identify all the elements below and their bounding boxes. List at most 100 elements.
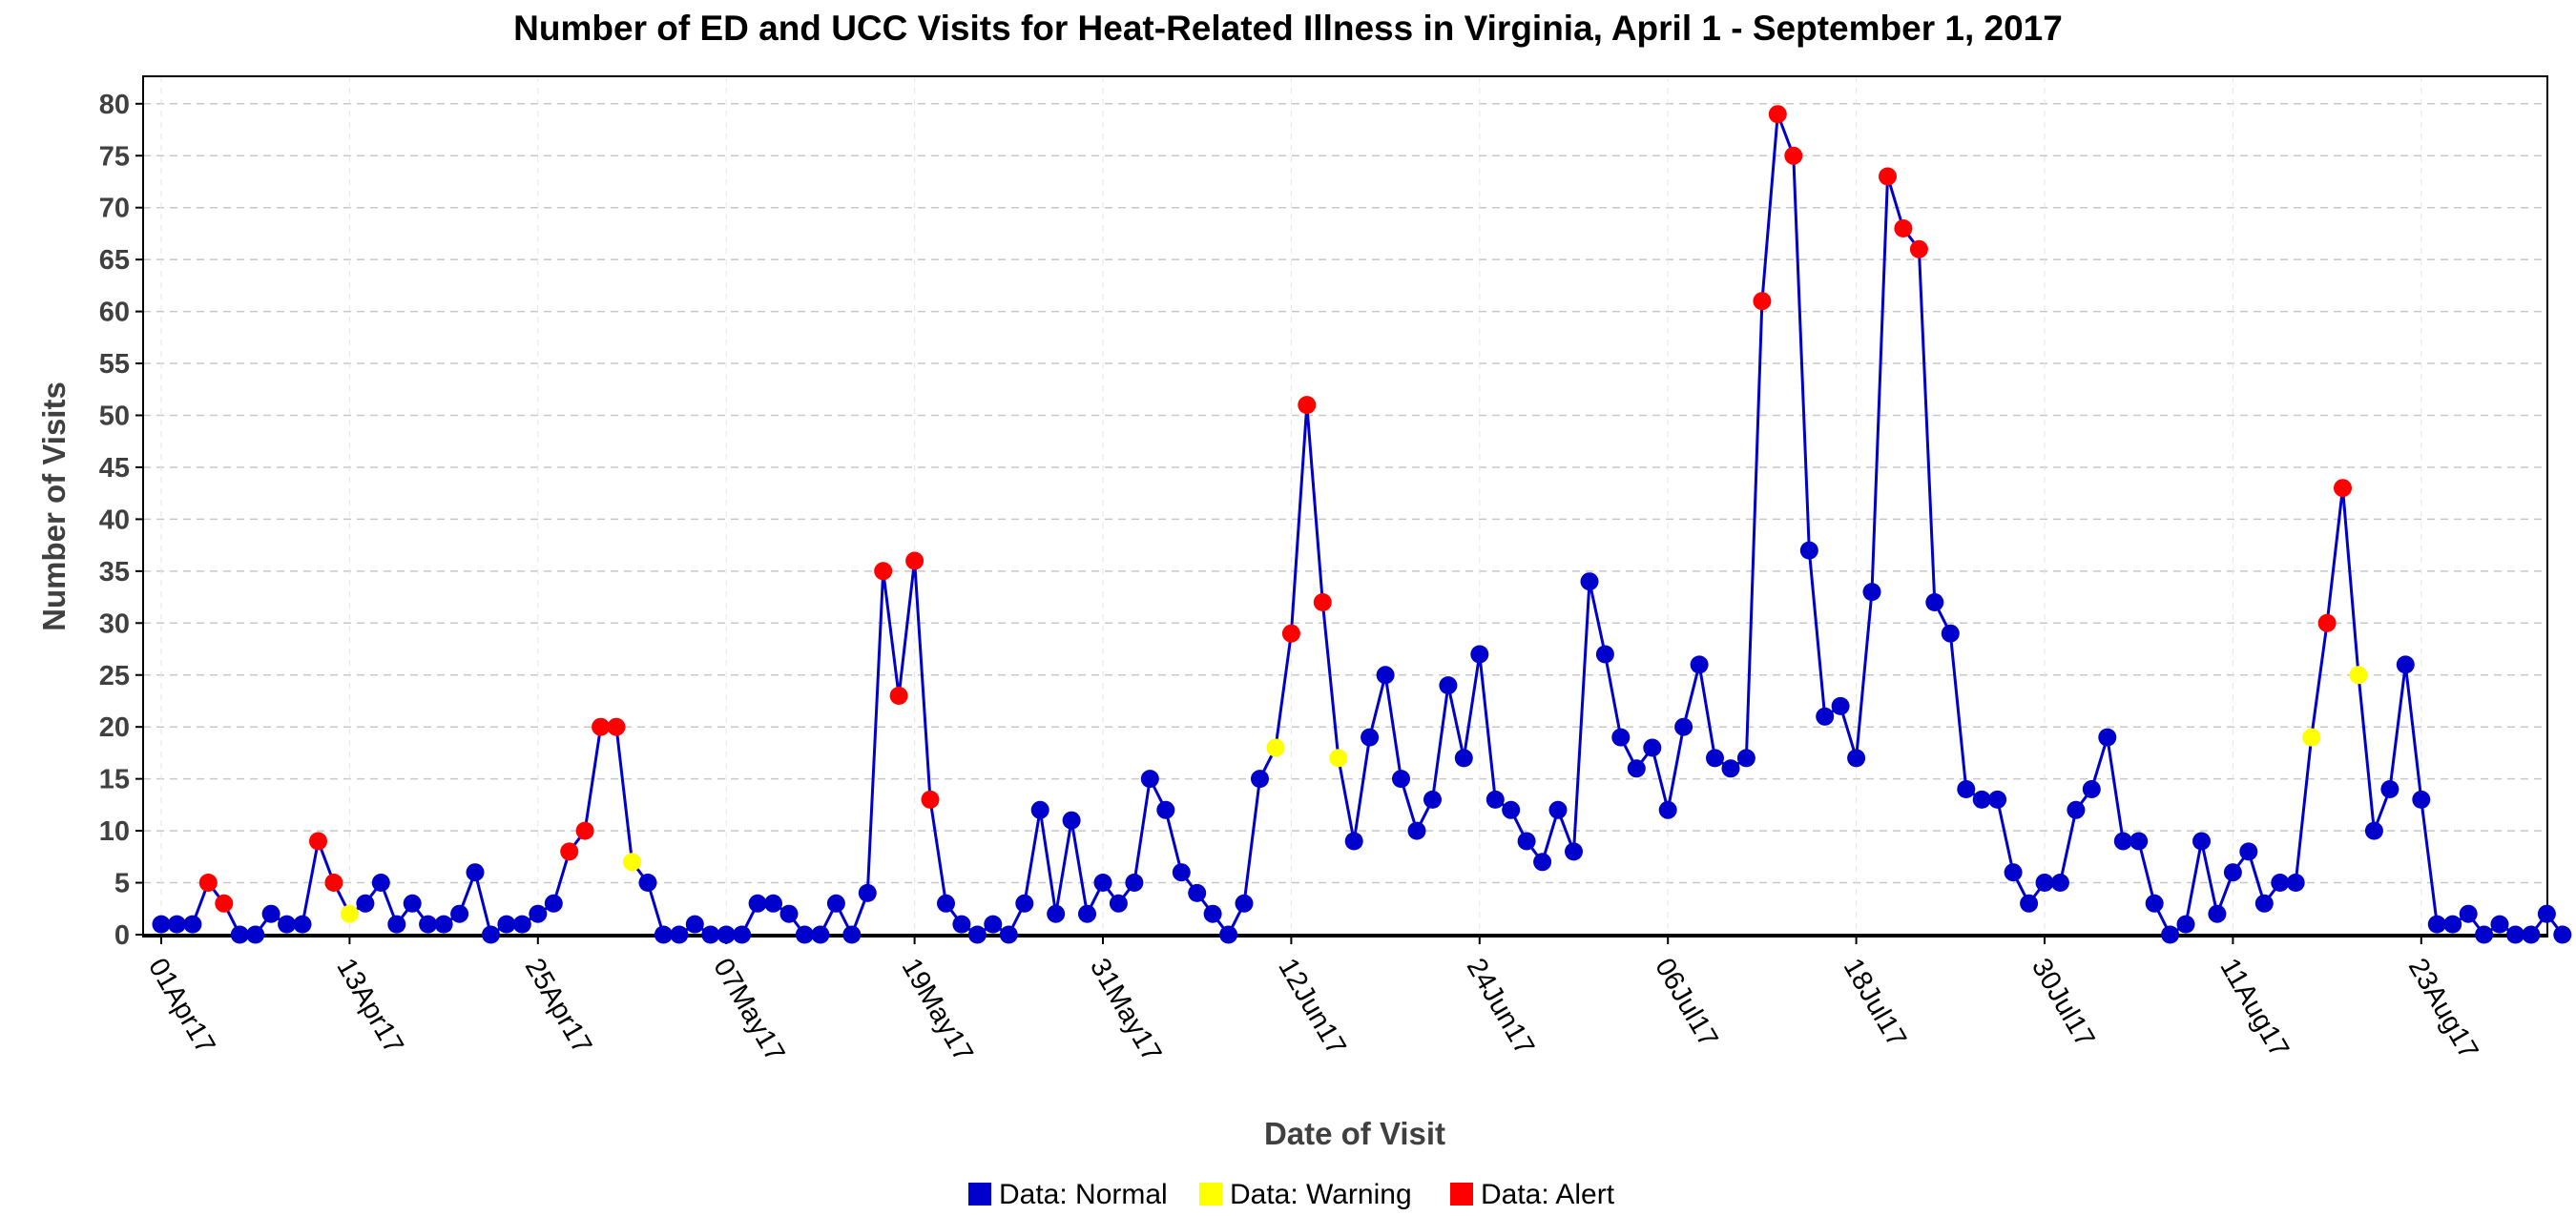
data-point [2050, 874, 2069, 892]
data-point [1988, 790, 2007, 809]
legend-label: Data: Alert [1481, 1179, 1615, 1210]
y-tick-label: 40 [99, 505, 130, 535]
data-point [2098, 728, 2117, 747]
data-point [2067, 800, 2086, 819]
data-point [1203, 904, 1222, 923]
data-point [1454, 749, 1473, 768]
data-point [1565, 842, 1583, 861]
data-point [717, 925, 736, 944]
data-point [2239, 842, 2258, 861]
data-point [403, 894, 422, 913]
data-point [340, 904, 359, 923]
data-point [2020, 894, 2039, 913]
data-point [450, 904, 469, 923]
data-point [2443, 915, 2462, 934]
data-point [2506, 925, 2524, 944]
data-point [1706, 749, 1724, 768]
data-point [371, 874, 390, 892]
data-point [1502, 800, 1521, 819]
data-point [1517, 832, 1536, 851]
data-point [1784, 146, 1803, 165]
data-point [1078, 904, 1096, 923]
series-line [161, 113, 2564, 938]
data-point [1925, 593, 1944, 611]
data-point [1219, 925, 1238, 944]
data-point [1235, 894, 1254, 913]
data-point [967, 925, 987, 944]
data-point [2176, 915, 2195, 934]
data-point [215, 894, 234, 913]
data-point [1941, 624, 1960, 643]
legend-label: Data: Warning [1230, 1179, 1412, 1210]
data-point [1062, 811, 1081, 830]
data-point [1376, 666, 1395, 685]
data-point [1329, 749, 1348, 768]
data-point [1030, 800, 1049, 819]
data-point [937, 894, 955, 913]
data-point [638, 874, 657, 892]
data-point [434, 915, 453, 934]
data-point [1344, 832, 1363, 851]
data-point [1768, 105, 1787, 124]
data-point [2271, 874, 2290, 892]
data-point [1972, 790, 1991, 809]
y-tick-label: 5 [114, 869, 130, 899]
data-point [811, 925, 830, 944]
data-point [2459, 904, 2478, 923]
data-point [2396, 655, 2415, 674]
data-point [246, 925, 265, 944]
y-tick-label: 35 [99, 557, 130, 587]
data-point [466, 863, 485, 882]
legend-item-alert: Data: Alert [1450, 1179, 1615, 1210]
data-point [1188, 883, 1207, 902]
data-point [387, 915, 406, 934]
plot-frame [142, 75, 2548, 938]
data-point [1643, 738, 1662, 757]
data-point [701, 925, 720, 944]
data-point [2349, 666, 2368, 685]
data-point [293, 915, 312, 934]
data-point [1140, 770, 1159, 789]
data-point [826, 894, 845, 913]
y-tick-label: 60 [99, 298, 130, 328]
data-point [952, 915, 971, 934]
y-tick-label: 25 [99, 661, 130, 691]
legend-swatch [1199, 1183, 1222, 1206]
gridlines [143, 76, 2547, 937]
y-axis-ticks: 0 5 10 15 20 25 30 35 40 45 50 55 60 65 70 75 80 [99, 90, 143, 951]
y-tick-label: 65 [99, 245, 130, 276]
data-point [1658, 800, 1677, 819]
y-tick-label: 10 [99, 816, 130, 847]
data-point [2317, 613, 2337, 632]
data-point [497, 915, 516, 934]
data-point [670, 925, 689, 944]
data-point [748, 894, 767, 913]
y-tick-label: 30 [99, 608, 130, 639]
data-point [512, 915, 531, 934]
data-point [2364, 821, 2383, 840]
data-point [1862, 583, 1881, 602]
data-point [419, 915, 438, 934]
data-point [2380, 780, 2399, 798]
y-tick-label: 80 [99, 90, 130, 120]
legend: Data: Normal Data: Warning Data: Alert [968, 1179, 1615, 1210]
data-point [592, 717, 611, 736]
legend-item-warning: Data: Warning [1199, 1179, 1412, 1210]
data-point [2004, 863, 2023, 882]
data-point [183, 915, 202, 934]
legend-swatch [1450, 1183, 1473, 1206]
data-point [1611, 728, 1631, 747]
y-tick-label: 70 [99, 194, 130, 224]
data-point [795, 925, 814, 944]
data-point [1281, 624, 1300, 643]
data-point [1093, 874, 1112, 892]
data-point [2427, 915, 2446, 934]
data-point [544, 894, 563, 913]
data-point [324, 874, 343, 892]
data-point [858, 883, 877, 902]
data-point [529, 904, 548, 923]
data-point [2082, 780, 2101, 798]
data-point [2113, 832, 2132, 851]
data-point [905, 551, 924, 570]
data-point [1580, 572, 1599, 591]
